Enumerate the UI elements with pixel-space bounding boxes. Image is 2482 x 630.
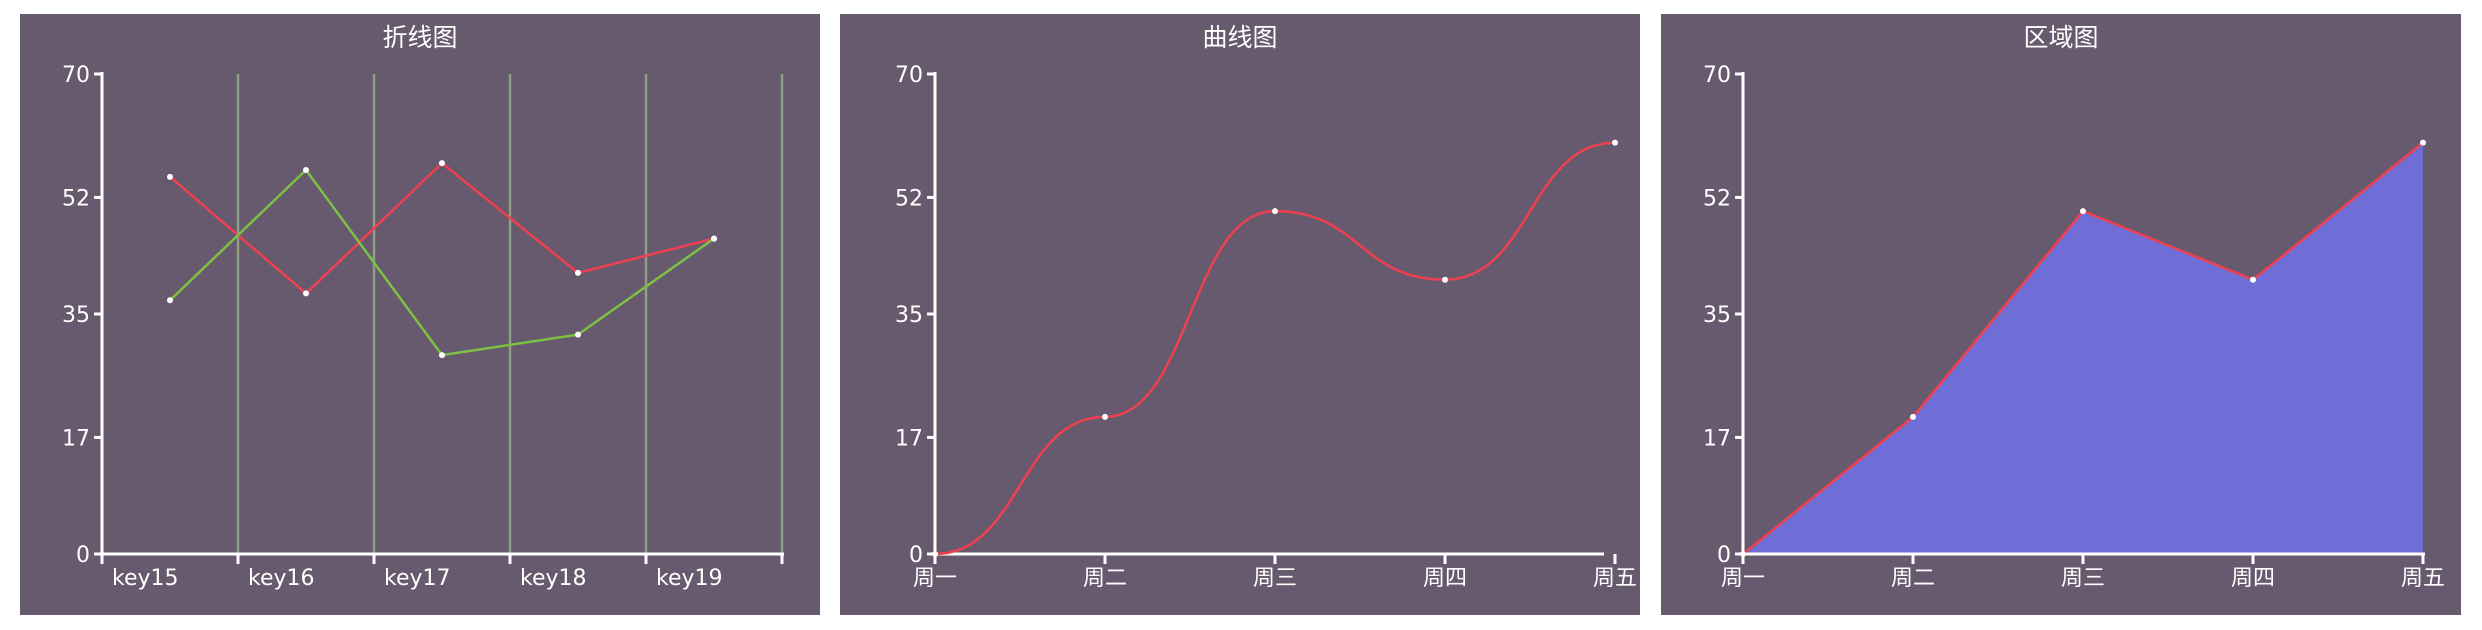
y-tick-label: 52 [62,186,90,211]
y-tick-label: 17 [895,426,923,451]
area-fill [1743,142,2423,555]
x-tick-label: 周二 [1891,566,1935,591]
series-line [169,161,715,296]
chart-title: 折线图 [382,23,458,52]
y-tick-label: 70 [1703,63,1731,88]
y-tick-label: 70 [895,63,923,88]
y-tick-label: 17 [1703,426,1731,451]
data-point [1740,551,1746,557]
y-tick-label: 35 [895,303,923,328]
data-point [303,167,309,173]
data-point [439,352,445,359]
data-point [167,297,173,304]
y-tick-label: 35 [1703,303,1731,328]
x-tick-label: key19 [656,566,723,591]
x-tick-label: 周五 [1593,566,1637,591]
x-tick-label: 周四 [2231,566,2275,591]
x-tick-label: 周三 [1253,566,1297,591]
data-point [575,269,581,276]
data-point [2250,276,2256,283]
x-tick-label: key17 [384,566,451,591]
x-tick-label: 周四 [1423,566,1467,591]
x-tick-label: 周一 [913,566,957,591]
series-line [934,141,1616,556]
y-tick-label: 0 [1717,543,1731,568]
chart-title: 曲线图 [1202,23,1278,52]
data-point [1442,276,1448,283]
y-tick-label: 35 [62,303,90,328]
data-point [1910,413,1916,420]
data-point [2420,139,2426,146]
data-point [303,290,309,297]
y-tick-label: 0 [76,543,90,568]
data-point [575,331,581,338]
data-point [167,173,173,180]
x-tick-label: 周三 [2061,566,2105,591]
area-chart: 0 17 35 52 70 周一 周二 周三 周四 周五 [1703,63,2445,591]
data-point [932,551,938,557]
data-point [2080,208,2086,215]
line-chart: 0 17 35 52 70 key15 key16 key17 key18 key19 [62,63,784,591]
x-tick-label: 周五 [2401,566,2445,591]
curve-chart-panel: 曲线图 0 17 35 52 70 周一 周二 周三 周四 周五 [840,14,1640,615]
x-tick-label: 周一 [1721,566,1765,591]
data-point [711,235,717,242]
area-chart-panel: 区域图 0 17 35 52 70 周一 周二 周三 周四 周五 [1661,14,2461,615]
x-tick-label: key18 [520,566,587,591]
x-tick-label: 周二 [1083,566,1127,591]
data-point [439,160,445,167]
data-point [1612,139,1618,146]
line-chart-panel: 折线图 0 17 35 52 70 key15 key16 key17 key18 key19 [20,14,820,615]
y-tick-label: 52 [1703,186,1731,211]
series-line [169,168,715,357]
data-point [1102,413,1108,420]
x-tick-label: key15 [112,566,179,591]
data-point [1272,208,1278,215]
y-tick-label: 52 [895,186,923,211]
y-tick-label: 0 [909,543,923,568]
x-tick-label: key16 [248,566,315,591]
chart-title: 区域图 [2023,23,2099,52]
y-tick-label: 17 [62,426,90,451]
curve-chart: 0 17 35 52 70 周一 周二 周三 周四 周五 [895,63,1637,591]
y-tick-label: 70 [62,63,90,88]
